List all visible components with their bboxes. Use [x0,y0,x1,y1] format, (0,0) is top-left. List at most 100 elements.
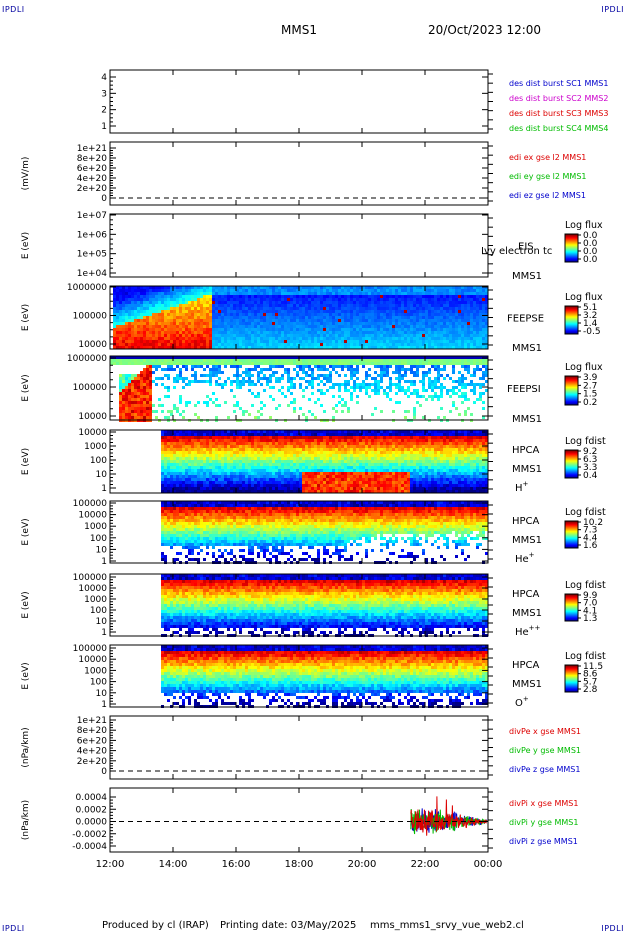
colorbar-strip [565,331,578,333]
colorbar-strip [565,400,578,402]
charge-superscript: + [523,480,529,488]
colorbar-strip [565,242,578,244]
colorbar-strip [565,322,578,324]
y-axis-label: E (eV) [21,591,31,618]
colorbar-title: Log fdist [565,651,606,662]
colorbar-strip [565,615,578,617]
colorbar-strip [565,680,578,682]
legend-entry: divPe z gse MMS1 [509,765,580,774]
colorbar-tick-label: 0.0 [583,247,598,257]
instrument-note: Ivy electron tc [481,246,552,257]
colorbar-strip [565,603,578,605]
y-axis-label: E (eV) [21,304,31,331]
colorbar-strip [565,320,578,322]
spacecraft-label: MMS1 [512,414,542,425]
colorbar-strip [565,387,578,389]
colorbar-strip [565,523,578,525]
y-tick-label: 100 [90,456,107,466]
colorbar-strip [565,457,578,459]
colorbar-strip [565,252,578,254]
colorbar-frame [564,375,579,406]
colorbar-strip [565,316,578,318]
y-axis-label: E (eV) [21,518,31,545]
colorbar-strip [565,402,578,404]
x-tick-label: 16:00 [222,859,251,870]
colorbar-strip [565,464,578,466]
colorbar-strip [565,247,578,249]
heatmap-cells-hpca_he [161,501,488,564]
colorbar-strip [565,450,578,452]
colorbar-strip [565,257,578,259]
colorbar-strip [565,250,578,252]
colorbar-strip [565,527,578,529]
colorbar-strip [565,685,578,687]
y-tick-label: 1e+07 [77,211,107,221]
panel-feeps_e: 1000000 100000 10000 E (eV) Log flux5.13.21.… [21,283,603,354]
colorbar-strip [565,472,578,474]
y-tick-label: 2e+20 [77,757,108,767]
colorbar-strip [565,310,578,312]
colorbar-title: Log flux [565,362,603,373]
y-tick-label: 1000 [84,522,107,532]
colorbar-strip [565,260,578,262]
colorbar-strip [565,598,578,600]
date-time-title: 20/Oct/2023 12:00 [428,23,542,37]
colorbar-strip [565,237,578,239]
spacecraft-label: MMS1 [512,271,542,282]
colorbar-strip [565,678,578,680]
colorbar-strip [565,391,578,393]
colorbar-strip [565,307,578,309]
y-tick-label: 1e+05 [77,250,107,260]
colorbar-strip [565,393,578,395]
colorbar-strip [565,525,578,527]
y-tick-label: -0.0002 [72,830,107,840]
colorbar-tick-label: 0.0 [583,239,598,249]
colorbar-strip [565,458,578,460]
colorbar-tick-label: 10.2 [583,518,603,528]
y-axis-label: E (eV) [21,374,31,401]
legend-entry: des dist burst SC2 MMS2 [509,94,608,103]
colorbar-strip [565,675,578,677]
corner-mark-top-right: IPDLI [601,5,624,14]
colorbar-frame [564,593,579,622]
colorbar-strip [565,531,578,533]
colorbar-frame [564,520,579,549]
colorbar-strip [565,319,578,321]
colorbar-title: Log flux [565,292,603,303]
colorbar-strip [565,614,578,616]
x-tick-label: 18:00 [285,859,314,870]
colorbar-strip [565,676,578,678]
y-tick-label: 10 [96,545,108,555]
colorbar-strip [565,332,578,334]
colorbar-tick-label: 3.2 [583,311,597,321]
colorbar-strip [565,596,578,598]
plot-canvas: 4 3 2 1 des dist burst SC1 MMS1 des dist burs… [21,69,608,870]
colorbar-tick-label: 4.4 [583,533,598,543]
colorbar-title: Log fdist [565,436,606,447]
colorbar-strip [565,461,578,463]
y-tick-label: 1e+04 [77,269,108,279]
panel-frame [109,213,489,278]
species-label: He+ [515,551,535,565]
colorbar-strip [565,470,578,472]
colorbar-tick-label: 4.1 [583,606,597,616]
colorbar-strip [565,612,578,614]
colorbar-strip [565,256,578,258]
colorbar-strip [565,328,578,330]
y-tick-label: 100 [90,534,107,544]
colorbar-strip [565,248,578,250]
colorbar-frame [564,449,579,479]
colorbar-strip [565,254,578,256]
y-tick-label: 1000000 [67,283,107,293]
colorbar-tick-label: 9.2 [583,447,597,457]
colorbar-strip [565,534,578,536]
y-tick-label: 3 [101,89,107,99]
legend-entry: edi ez gse l2 MMS1 [509,191,586,200]
charge-superscript: + [529,551,535,559]
colorbar-strip [565,599,578,601]
colorbar-strip [565,308,578,310]
y-tick-label: 1 [101,484,107,494]
colorbar-tick-label: 5.1 [583,303,597,313]
